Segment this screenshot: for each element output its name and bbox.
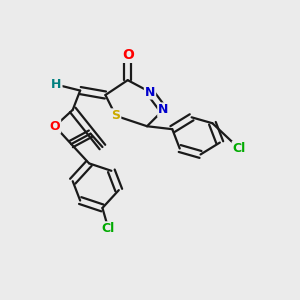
Text: H: H — [51, 78, 62, 91]
Text: Cl: Cl — [102, 222, 115, 235]
Text: O: O — [50, 120, 60, 133]
Text: S: S — [111, 109, 120, 122]
Text: N: N — [158, 103, 169, 116]
Text: O: O — [122, 48, 134, 62]
Text: N: N — [145, 85, 155, 98]
Text: Cl: Cl — [232, 142, 246, 155]
